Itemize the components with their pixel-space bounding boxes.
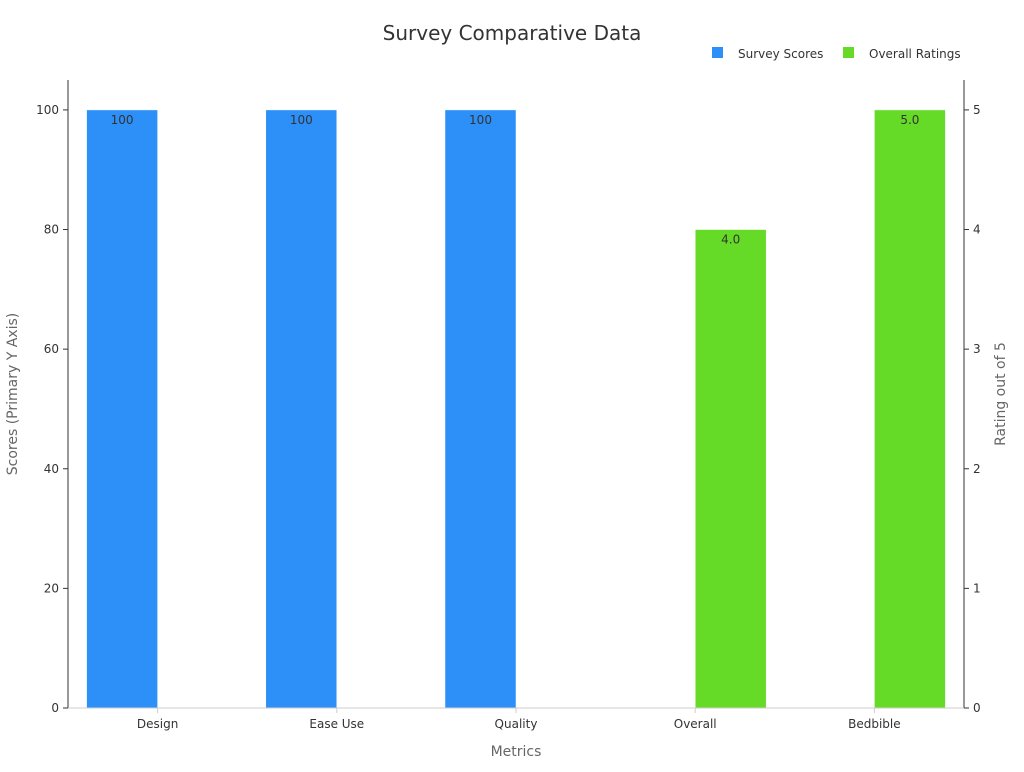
bar-data-label: 100 <box>290 113 313 127</box>
bar-data-label: 100 <box>469 113 492 127</box>
x-tick-label: Bedbible <box>848 717 901 731</box>
bar <box>86 109 158 709</box>
bars: 100 100 100 4.0 5.0 <box>86 109 946 709</box>
bar-data-label: 100 <box>111 113 134 127</box>
bar <box>444 109 517 709</box>
ticks: 0 20 40 60 80 100 0 1 2 3 4 5 Design Ease Use Quality O… <box>36 103 981 731</box>
bar <box>265 109 338 709</box>
x-tick-label: Quality <box>495 717 538 731</box>
y-tick-label: 40 <box>44 462 59 476</box>
legend-swatch <box>712 47 723 58</box>
bar-data-label: 4.0 <box>721 233 740 247</box>
y-tick-label: 100 <box>36 103 59 117</box>
y2-tick-label: 0 <box>973 701 981 715</box>
y-tick-label: 60 <box>44 342 59 356</box>
legend-label: Overall Ratings <box>869 47 961 61</box>
x-tick-label: Design <box>137 717 178 731</box>
y2-tick-label: 3 <box>973 342 981 356</box>
y-tick-label: 0 <box>51 701 59 715</box>
y2-tick-label: 5 <box>973 103 981 117</box>
y-tick-label: 80 <box>44 223 59 237</box>
bar <box>874 109 946 709</box>
y2-tick-label: 4 <box>973 223 981 237</box>
y-axis-label: Scores (Primary Y Axis) <box>5 313 21 475</box>
y-tick-label: 20 <box>44 581 59 595</box>
bar <box>694 229 767 709</box>
y2-axis-label: Rating out of 5 <box>993 342 1009 446</box>
x-axis-label: Metrics <box>491 744 542 760</box>
legend-swatch <box>843 47 854 58</box>
chart-title: Survey Comparative Data <box>383 21 642 45</box>
x-tick-label: Overall <box>674 717 717 731</box>
legend: Survey Scores Overall Ratings <box>712 47 961 61</box>
legend-label: Survey Scores <box>738 47 823 61</box>
x-tick-label: Ease Use <box>309 717 364 731</box>
bar-data-label: 5.0 <box>900 113 919 127</box>
y2-tick-label: 1 <box>973 581 981 595</box>
y2-tick-label: 2 <box>973 462 981 476</box>
